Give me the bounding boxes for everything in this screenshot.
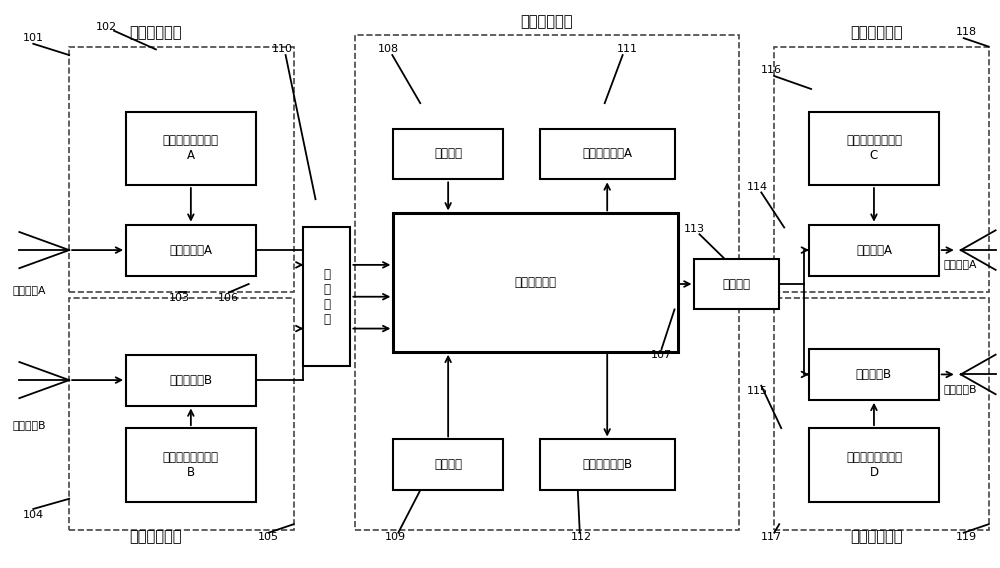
Text: 功放电路B: 功放电路B (856, 368, 892, 381)
Text: 低噪放电路A: 低噪放电路A (169, 244, 212, 257)
Bar (393, 128, 503, 179)
Bar (393, 214, 678, 352)
Text: 滤波调节供电电路
C: 滤波调节供电电路 C (846, 135, 902, 162)
Text: 第一输出电路: 第一输出电路 (851, 25, 903, 40)
Text: 115: 115 (747, 386, 768, 396)
Text: 配置电路: 配置电路 (434, 458, 462, 471)
Text: 106: 106 (218, 293, 239, 303)
Text: 102: 102 (96, 22, 117, 32)
Text: 滤波调节供电电路
B: 滤波调节供电电路 B (163, 451, 219, 479)
Text: 116: 116 (761, 65, 782, 76)
Text: 112: 112 (571, 532, 592, 542)
Bar (774, 47, 989, 293)
Text: 滤波调节供电电路
A: 滤波调节供电电路 A (163, 135, 219, 162)
Bar (69, 298, 294, 530)
Text: 101: 101 (23, 33, 44, 43)
Text: 中频输出电路B: 中频输出电路B (582, 458, 632, 471)
Text: 113: 113 (684, 224, 705, 233)
Text: 110: 110 (272, 44, 293, 55)
Bar (303, 227, 350, 366)
Text: 发射天线A: 发射天线A (944, 259, 977, 269)
Text: 射频收发电路: 射频收发电路 (521, 14, 573, 28)
Text: 119: 119 (956, 532, 977, 542)
Text: 中频输出电路A: 中频输出电路A (582, 148, 632, 161)
Bar (774, 298, 989, 530)
Bar (809, 428, 939, 502)
Bar (809, 225, 939, 275)
Text: 功放电路A: 功放电路A (856, 244, 892, 257)
Bar (540, 128, 675, 179)
Text: 供
电
电
路: 供 电 电 路 (323, 268, 330, 325)
Text: 低噪放电路B: 低噪放电路B (169, 374, 212, 387)
Bar (540, 440, 675, 490)
Text: 发射天线B: 发射天线B (944, 383, 977, 394)
Text: 107: 107 (651, 350, 672, 360)
Bar (126, 111, 256, 185)
Bar (126, 428, 256, 502)
Bar (126, 354, 256, 406)
Text: 调制电路: 调制电路 (434, 148, 462, 161)
Text: 117: 117 (761, 532, 782, 542)
Text: 第一输入电路: 第一输入电路 (130, 25, 182, 40)
Text: 105: 105 (258, 532, 279, 542)
Text: 接收天线A: 接收天线A (13, 285, 46, 295)
Text: 功分电路: 功分电路 (723, 278, 751, 290)
Text: 接收天线B: 接收天线B (13, 420, 46, 431)
Bar (69, 47, 294, 293)
Text: 114: 114 (747, 182, 768, 192)
Text: 118: 118 (956, 27, 977, 37)
Text: 103: 103 (168, 293, 189, 303)
Text: 第二输出电路: 第二输出电路 (851, 529, 903, 544)
Text: 微波集成电路: 微波集成电路 (514, 276, 556, 289)
Bar (809, 111, 939, 185)
Bar (393, 440, 503, 490)
Bar (355, 35, 739, 530)
Bar (694, 258, 779, 310)
Text: 第二输入电路: 第二输入电路 (130, 529, 182, 544)
Text: 104: 104 (23, 509, 44, 520)
Text: 109: 109 (385, 532, 406, 542)
Text: 108: 108 (378, 44, 399, 55)
Bar (809, 349, 939, 400)
Bar (126, 225, 256, 275)
Text: 111: 111 (617, 44, 638, 55)
Text: 滤波调节供电电路
D: 滤波调节供电电路 D (846, 451, 902, 479)
